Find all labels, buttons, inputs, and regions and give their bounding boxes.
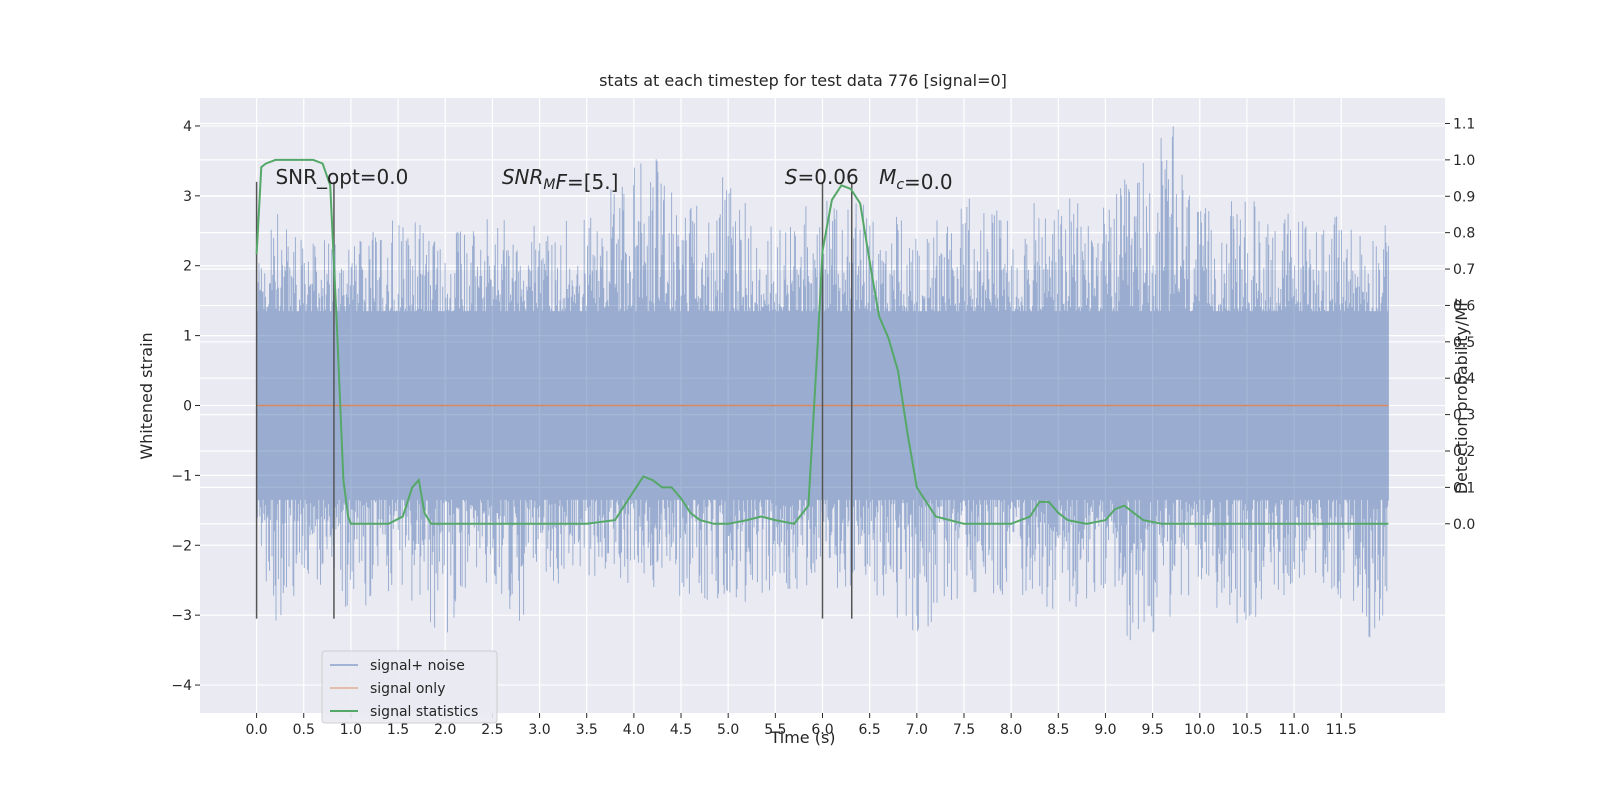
- y-left-tick-label: −3: [171, 608, 192, 624]
- annotation-label: S=0.06: [785, 165, 859, 189]
- x-tick-label: 1.0: [340, 722, 362, 738]
- x-tick-label: 7.5: [953, 722, 975, 738]
- y-left-tick-label: 3: [183, 189, 192, 205]
- annotation-label: Mc=0.0: [879, 165, 953, 194]
- annotation-label: SNRMF=[5.]: [502, 165, 619, 194]
- x-tick-label: 7.0: [906, 722, 928, 738]
- x-tick-label: 0.0: [245, 722, 267, 738]
- x-tick-label: 2.0: [434, 722, 456, 738]
- y-right-tick-label: 0.5: [1453, 335, 1475, 351]
- y-axis-label-right: Detection probability/MF: [1452, 298, 1471, 495]
- y-right-tick-label: 0.9: [1453, 189, 1475, 205]
- x-tick-label: 0.5: [293, 722, 315, 738]
- x-tick-label: 11.0: [1279, 722, 1310, 738]
- x-tick-label: 5.5: [764, 722, 786, 738]
- y-left-tick-label: −4: [171, 678, 192, 694]
- x-tick-label: 6.0: [811, 722, 833, 738]
- annotation-part: M: [879, 165, 896, 189]
- plot-area: 0.0 0.5 1.0 1.5 2.0 2.5 3.0 3.5 4.0 4.5 5.0 5.5 6.0 6…: [171, 98, 1475, 738]
- annotation-part: F: [555, 170, 567, 194]
- y-left-tick-label: 2: [183, 259, 192, 275]
- annotation-part: =0.06: [797, 165, 858, 189]
- y-right-tick-label: 1.1: [1453, 116, 1475, 132]
- x-tick-label: 10.0: [1184, 722, 1215, 738]
- annotation-label: SNR_opt=0.0: [275, 165, 408, 189]
- y-left-tick-label: −2: [171, 538, 192, 554]
- x-tick-label: 3.0: [528, 722, 550, 738]
- ticks: 0.0 0.5 1.0 1.5 2.0 2.5 3.0 3.5 4.0 4.5 5.0 5.5 6.0 6…: [171, 116, 1475, 738]
- y-left-tick-label: 4: [183, 119, 192, 135]
- y-right-tick-label: 0.1: [1453, 480, 1475, 496]
- x-tick-label: 11.5: [1326, 722, 1357, 738]
- x-tick-label: 8.5: [1047, 722, 1069, 738]
- annotation-part: M: [543, 177, 555, 193]
- annotation-part: S: [785, 165, 798, 189]
- legend-box: [321, 650, 498, 724]
- y-right-tick-label: 0.3: [1453, 408, 1475, 424]
- y-right-tick-label: 0.8: [1453, 226, 1475, 242]
- x-tick-label: 9.0: [1094, 722, 1116, 738]
- x-tick-label: 2.5: [481, 722, 503, 738]
- annotation-part: =0.0: [904, 170, 953, 194]
- x-axis-label: Time (s): [769, 728, 835, 747]
- legend-label: signal statistics: [370, 704, 478, 720]
- legend-label: signal only: [370, 681, 445, 697]
- x-tick-label: 10.5: [1231, 722, 1262, 738]
- annotation-part: SNR: [502, 165, 544, 189]
- annotation-part: c: [896, 177, 904, 193]
- y-right-tick-label: 0.6: [1453, 298, 1475, 314]
- y-axis-label-left: Whitened strain: [137, 332, 156, 459]
- x-tick-label: 8.0: [1000, 722, 1022, 738]
- y-right-tick-label: 0.0: [1453, 517, 1475, 533]
- legend: signal+ noise signal only signal statistic…: [321, 650, 498, 724]
- y-right-tick-label: 0.7: [1453, 262, 1475, 278]
- x-tick-label: 3.5: [576, 722, 598, 738]
- x-tick-label: 4.0: [623, 722, 645, 738]
- y-left-tick-label: 0: [183, 399, 192, 415]
- x-tick-label: 6.5: [859, 722, 881, 738]
- statistics-line: [255, 158, 1389, 525]
- y-right-tick-label: 0.4: [1453, 371, 1475, 387]
- chart-title: stats at each timestep for test data 776…: [599, 71, 1007, 90]
- y-left-tick-label: −1: [171, 468, 192, 484]
- legend-label: signal+ noise: [370, 658, 465, 674]
- x-tick-label: 9.5: [1141, 722, 1163, 738]
- annotation-part: =[5.]: [567, 170, 618, 194]
- x-tick-label: 5.0: [717, 722, 739, 738]
- y-right-tick-label: 0.2: [1453, 444, 1475, 460]
- y-right-tick-label: 1.0: [1453, 153, 1475, 169]
- y-left-tick-label: 1: [183, 329, 192, 345]
- x-tick-label: 1.5: [387, 722, 409, 738]
- x-tick-label: 4.5: [670, 722, 692, 738]
